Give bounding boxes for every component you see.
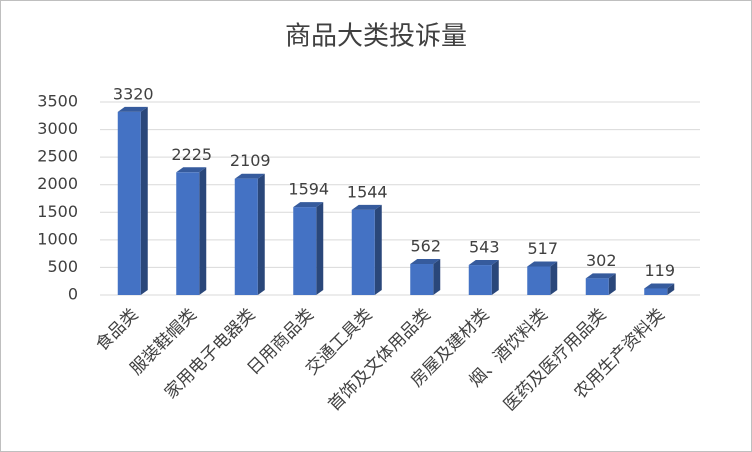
y-tick-label: 1000 — [37, 229, 78, 248]
bar-front — [293, 207, 317, 295]
bar-front — [644, 288, 668, 295]
bar — [585, 273, 616, 295]
bar-side — [374, 204, 382, 295]
bar — [117, 106, 148, 295]
bar — [234, 173, 265, 295]
bar — [644, 283, 675, 295]
value-label: 2109 — [230, 151, 271, 170]
y-tick-label: 2000 — [37, 174, 78, 193]
value-label: 543 — [469, 238, 500, 257]
value-label: 2225 — [171, 145, 212, 164]
y-tick-label: 1500 — [37, 202, 78, 221]
bar — [351, 204, 382, 295]
bar-front — [410, 264, 434, 295]
bar — [468, 260, 499, 295]
value-label: 119 — [644, 261, 675, 280]
bar — [410, 259, 441, 295]
bar — [176, 167, 207, 295]
chart-title: 商品大类投诉量 — [285, 22, 467, 52]
value-label: 562 — [410, 237, 441, 256]
bar-front — [176, 172, 200, 295]
bar-front — [117, 111, 141, 295]
bar-side — [608, 273, 616, 295]
bar-front — [468, 265, 492, 295]
bar-side — [667, 283, 675, 295]
bar-top — [351, 204, 382, 210]
value-label: 302 — [586, 251, 617, 270]
y-tick-label: 0 — [68, 285, 78, 304]
bar-front — [234, 178, 258, 295]
y-tick-label: 3500 — [37, 92, 78, 111]
value-label: 517 — [527, 239, 558, 258]
bar-top — [527, 261, 558, 267]
bar-side — [257, 173, 265, 295]
bar-front — [527, 266, 551, 295]
bar — [293, 202, 324, 295]
bar-side — [491, 260, 499, 295]
value-label: 1544 — [347, 182, 388, 201]
bar-front — [351, 209, 375, 295]
bar — [527, 261, 558, 295]
bar-side — [550, 261, 558, 295]
value-label: 1594 — [288, 180, 329, 199]
bar-side — [433, 259, 441, 295]
bar-front — [585, 278, 609, 295]
bar-top — [293, 202, 324, 208]
bar-top — [585, 273, 616, 279]
bar-side — [199, 167, 207, 295]
bar-top — [176, 167, 207, 173]
bar-top — [468, 260, 499, 266]
bar-side — [140, 106, 148, 295]
bar-top — [410, 259, 441, 265]
value-label: 3320 — [113, 84, 154, 103]
y-tick-label: 2500 — [37, 147, 78, 166]
y-tick-label: 500 — [47, 257, 78, 276]
bar-top — [644, 283, 675, 289]
y-tick-label: 3000 — [37, 119, 78, 138]
bar-top — [117, 106, 148, 112]
bar-top — [234, 173, 265, 179]
bar-side — [316, 202, 324, 295]
